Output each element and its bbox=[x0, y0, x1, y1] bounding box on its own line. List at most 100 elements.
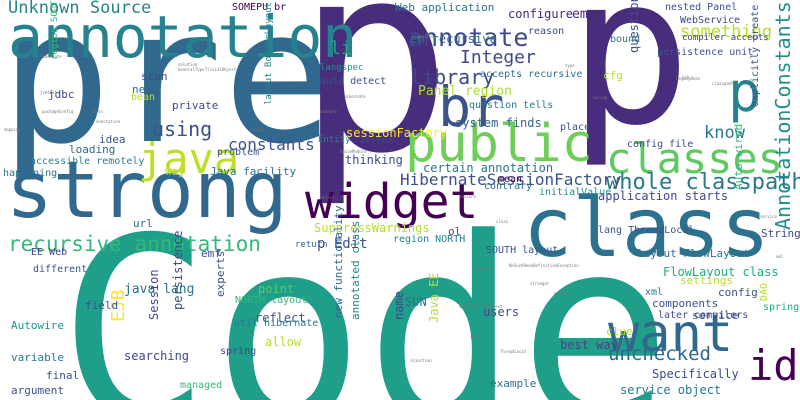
cloud-word: p bbox=[568, 0, 692, 171]
cloud-word: persistence bbox=[171, 230, 185, 310]
cloud-word: config file bbox=[627, 139, 694, 150]
cloud-word: configure bbox=[508, 7, 574, 21]
cloud-word: spring xml bbox=[763, 302, 800, 313]
cloud-word: managed bbox=[180, 380, 223, 391]
cloud-word-small: object bbox=[320, 195, 335, 200]
cloud-word: NORTH layout bbox=[235, 295, 308, 306]
cloud-word: em bbox=[572, 7, 588, 22]
cloud-word: users bbox=[483, 305, 520, 319]
cloud-word: config bbox=[718, 286, 758, 299]
cloud-word-small: hibernate bbox=[40, 54, 62, 59]
cloud-word: point bbox=[258, 282, 295, 296]
cloud-word: p bbox=[728, 60, 762, 124]
cloud-word-small: LegacyBean bbox=[676, 76, 701, 81]
cloud-word: DAO bbox=[759, 282, 770, 301]
cloud-word: Web application bbox=[395, 1, 495, 14]
cloud-word: initialValue bbox=[539, 187, 612, 198]
cloud-word: SOMEPU br bbox=[232, 2, 287, 13]
cloud-word: br bbox=[438, 75, 505, 139]
cloud-word: unchecked bbox=[608, 343, 711, 365]
cloud-word: HibernateSessionFactory bbox=[400, 170, 622, 189]
cloud-word: emf bbox=[201, 247, 221, 260]
cloud-word-small: service bbox=[760, 214, 777, 219]
cloud-word: ol bbox=[448, 225, 462, 238]
cloud-word: layout FlowLayout bbox=[637, 247, 750, 260]
cloud-word: application starts bbox=[598, 189, 729, 203]
cloud-word: accepts recursive bbox=[480, 69, 583, 80]
cloud-word: Specifically bbox=[652, 367, 739, 381]
cloud-word: p bbox=[296, 0, 453, 211]
cloud-word: id bbox=[748, 341, 799, 390]
cloud-word: region NORTH bbox=[393, 234, 466, 245]
cloud-word: Java facility bbox=[210, 165, 297, 178]
cloud-word: system finds bbox=[455, 116, 542, 130]
cloud-word: question bbox=[627, 0, 641, 53]
cloud-word: widget bbox=[305, 174, 479, 230]
cloud-word: mean bbox=[498, 174, 523, 185]
cloud-word-small: example bbox=[320, 109, 337, 114]
cloud-word-small: classpath bbox=[712, 81, 734, 86]
cloud-word: variable bbox=[11, 351, 64, 364]
cloud-word: spring bbox=[220, 346, 257, 357]
cloud-word: Java EE bbox=[427, 272, 441, 323]
cloud-word: AnnotationConstants bbox=[771, 1, 795, 230]
cloud-word-small: compiler bbox=[474, 266, 494, 271]
cloud-word: reflect bbox=[255, 311, 306, 325]
cloud-word: strong bbox=[6, 146, 288, 236]
cloud-word: java lang bbox=[124, 282, 195, 297]
cloud-word: public bbox=[405, 114, 593, 174]
cloud-word-small: GuiceModule bbox=[340, 149, 367, 154]
cloud-word: annotated class bbox=[349, 220, 362, 320]
cloud-word: contrary bbox=[484, 181, 533, 192]
cloud-word: String bbox=[761, 227, 800, 240]
cloud-word: components bbox=[652, 297, 719, 310]
cloud-word: accessible remotely bbox=[30, 156, 145, 167]
cloud-word-small: GeneralType bbox=[178, 67, 205, 72]
cloud-word-small: ThreadLocal bbox=[500, 349, 527, 354]
cloud-word: classes bbox=[606, 134, 784, 183]
cloud-word-small: NoSuchBeanDefinitionException bbox=[509, 263, 579, 268]
cloud-word: pre bbox=[0, 0, 335, 185]
cloud-word-small: jvmlist bbox=[40, 90, 57, 95]
cloud-word: WebService bbox=[680, 15, 741, 26]
cloud-word: SuppressWarnings bbox=[314, 221, 430, 235]
cloud-word: layout BorderLayout bbox=[264, 2, 274, 105]
cloud-word: Entity bbox=[318, 135, 351, 145]
cloud-word: return bbox=[295, 240, 328, 250]
cloud-word-small: xml bbox=[776, 254, 784, 259]
cloud-word: region SOUTH bbox=[50, 0, 60, 60]
cloud-word: recursive annotation bbox=[8, 232, 261, 256]
cloud-word: li bbox=[330, 38, 352, 59]
cloud-word: question tells bbox=[469, 100, 554, 111]
cloud-word: auto detect bbox=[320, 76, 387, 87]
cloud-word: util hibernate bbox=[234, 318, 319, 329]
cloud-word: FlowLayout class bbox=[663, 265, 779, 279]
cloud-word: scan bbox=[141, 70, 168, 83]
cloud-word-small: region bbox=[250, 127, 265, 132]
cloud-word: xml bbox=[645, 287, 664, 298]
cloud-word: need bbox=[132, 83, 159, 96]
cloud-word: way bbox=[165, 165, 185, 178]
cloud-word: jdbc bbox=[48, 88, 75, 101]
cloud-word: Integer bbox=[460, 47, 536, 68]
cloud-word-small: type bbox=[565, 63, 575, 68]
cloud-word: sessionFactory bbox=[346, 126, 448, 140]
cloud-word: settings bbox=[680, 274, 733, 287]
cloud-word: compiler accepts bbox=[682, 33, 769, 43]
cloud-word: bound bbox=[610, 34, 641, 45]
cloud-word: example bbox=[490, 377, 537, 390]
cloud-word-small: injection bbox=[410, 358, 432, 363]
cloud-word-small: spring bbox=[593, 95, 608, 100]
cloud-word: anyone bbox=[360, 136, 393, 146]
cloud-word: something bbox=[680, 22, 773, 42]
cloud-word: SOUTH layout bbox=[486, 245, 559, 256]
cloud-word-small: javac bbox=[470, 333, 483, 338]
cloud-word: thinking bbox=[345, 153, 403, 167]
cloud-word: want bbox=[608, 304, 734, 364]
cloud-word: Code bbox=[58, 184, 673, 400]
cloud-word-small: composite bbox=[412, 34, 434, 39]
cloud-word: persistence unit bbox=[657, 47, 754, 58]
cloud-word: Session bbox=[147, 269, 161, 320]
cloud-word: searching bbox=[124, 349, 190, 363]
cloud-word: field bbox=[85, 299, 119, 312]
